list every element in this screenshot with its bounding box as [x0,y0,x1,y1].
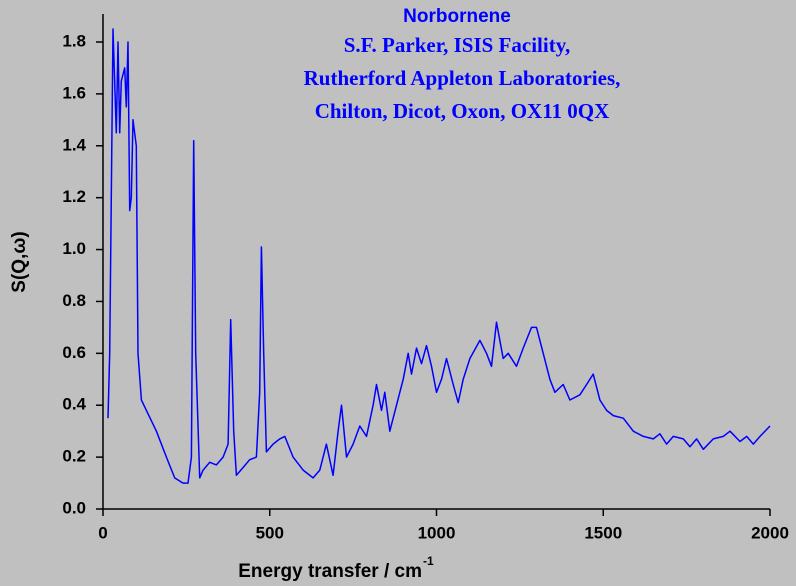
y-tick-label: 0.0 [62,498,86,517]
subtitle: Chilton, Dicot, Oxon, OX11 0QX [315,99,610,123]
x-tick-label: 500 [256,523,284,542]
x-tick-label: 0 [98,523,107,542]
y-axis-label: S(Q,ω) [9,231,30,292]
x-tick-label: 1500 [584,523,622,542]
x-axis-label: Energy transfer / cm [238,561,422,582]
y-tick-label: 1.6 [62,83,86,102]
y-tick-label: 1.2 [62,187,86,206]
y-tick-label: 1.4 [62,135,86,154]
y-tick-label: 0.6 [62,343,86,362]
chart-title: Norbornene [403,6,511,27]
x-tick-label: 1000 [418,523,456,542]
y-tick-label: 1.8 [62,31,86,50]
x-axis-label-superscript: -1 [423,554,434,568]
subtitle: Rutherford Appleton Laboratories, [304,66,621,90]
spectrum-line [107,28,771,484]
y-tick-label: 0.2 [62,447,86,466]
y-tick-label: 0.4 [62,395,86,414]
subtitle: S.F. Parker, ISIS Facility, [344,33,571,57]
y-tick-label: 0.8 [62,291,86,310]
x-tick-label: 2000 [751,523,789,542]
y-tick-label: 1.0 [62,239,86,258]
